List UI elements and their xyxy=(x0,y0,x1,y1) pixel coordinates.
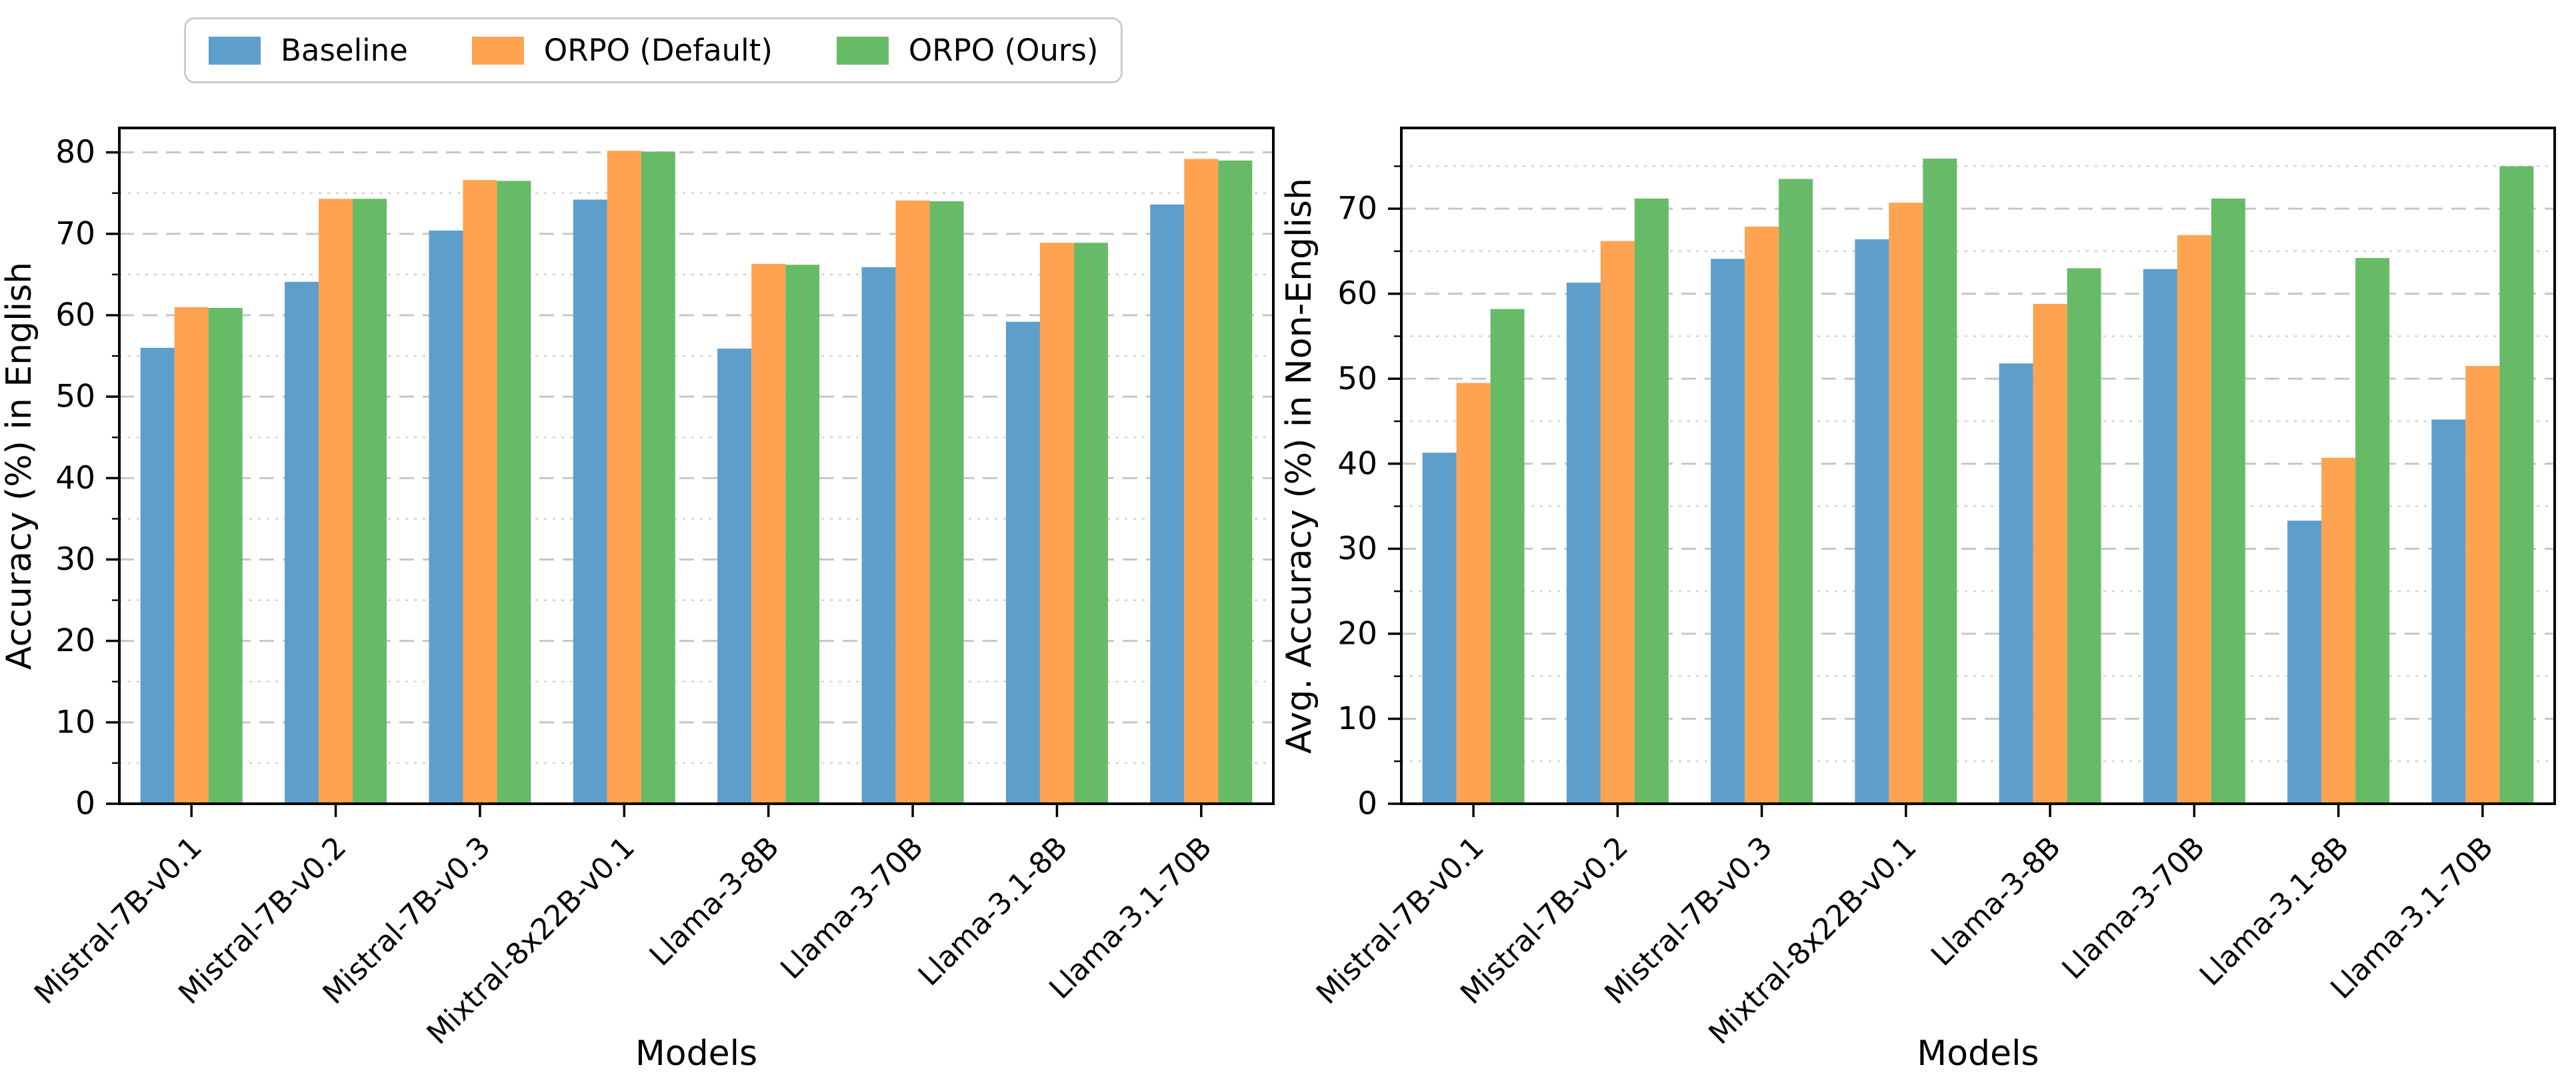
bar-orpo-ours xyxy=(2355,258,2390,804)
bar-baseline xyxy=(861,267,896,804)
y-tick-label: 30 xyxy=(1337,531,1377,567)
bar-orpo-ours xyxy=(1490,309,1525,804)
bar-baseline xyxy=(1422,453,1457,804)
bar-orpo-ours xyxy=(2211,198,2245,804)
legend-item-orpo-ours: ORPO (Ours) xyxy=(836,33,1099,68)
y-tick-label: 60 xyxy=(55,297,95,333)
bar-orpo-default xyxy=(1456,383,1491,804)
bar-baseline xyxy=(140,347,175,804)
bar-orpo-default xyxy=(2321,457,2356,804)
bar-orpo-default xyxy=(2177,235,2211,804)
legend: Baseline ORPO (Default) ORPO (Ours) xyxy=(184,17,1123,83)
y-tick-label: 50 xyxy=(1337,361,1377,397)
bar-orpo-default xyxy=(1889,203,1923,804)
bar-orpo-ours xyxy=(1073,243,1108,804)
legend-label-orpo-ours: ORPO (Ours) xyxy=(908,33,1099,68)
legend-item-baseline: Baseline xyxy=(209,33,408,68)
bar-baseline xyxy=(1999,363,2033,804)
bar-baseline xyxy=(1711,259,1745,804)
x-tick-label: Llama-3-8B xyxy=(643,830,786,973)
legend-swatch-baseline xyxy=(209,36,261,65)
y-tick-label: 40 xyxy=(1337,445,1377,482)
legend-swatch-orpo-default xyxy=(471,36,524,65)
y-tick-label: 70 xyxy=(55,215,95,252)
y-tick-label: 30 xyxy=(55,541,95,578)
bar-orpo-default xyxy=(1184,159,1219,804)
y-tick-label: 0 xyxy=(75,786,95,822)
chart-english: 01020304050607080Mistral-7B-v0.1Mistral-… xyxy=(0,127,1275,1074)
y-tick-label: 40 xyxy=(55,460,95,497)
bar-baseline xyxy=(717,349,752,804)
bar-orpo-ours xyxy=(208,307,243,804)
bar-baseline xyxy=(1005,321,1040,804)
x-tick-label: Llama-3-70B xyxy=(774,830,930,986)
bar-orpo-ours xyxy=(641,151,675,804)
legend-label-baseline: Baseline xyxy=(281,33,408,68)
bar-orpo-ours xyxy=(785,265,820,804)
bar-orpo-default xyxy=(1745,226,1779,804)
legend-swatch-orpo-ours xyxy=(836,36,889,65)
chart-non-english: 010203040506070Mistral-7B-v0.1Mistral-7B… xyxy=(1279,127,2556,1074)
x-tick-label: Llama-3.1-8B xyxy=(912,830,1075,993)
bar-orpo-ours xyxy=(1218,160,1253,804)
bar-orpo-ours xyxy=(353,199,387,804)
bar-orpo-ours xyxy=(2499,166,2534,804)
plot-border xyxy=(118,127,1275,805)
bar-baseline xyxy=(2431,419,2466,804)
bar-orpo-ours xyxy=(497,181,531,804)
x-tick-label: Llama-3.1-8B xyxy=(2193,830,2356,993)
bar-orpo-default xyxy=(174,307,209,804)
bar-baseline xyxy=(2143,269,2177,804)
y-axis-label-non-english: Avg. Accuracy (%) in Non-English xyxy=(1279,178,1319,754)
bar-baseline xyxy=(573,199,607,804)
x-axis-label-non-english: Models xyxy=(1917,1034,2039,1074)
y-tick-label: 80 xyxy=(55,134,95,171)
bar-baseline xyxy=(1855,239,1889,804)
bar-orpo-default xyxy=(319,199,353,804)
plot-border xyxy=(1400,127,2556,805)
bar-baseline xyxy=(1566,283,1601,804)
y-tick-label: 0 xyxy=(1357,786,1377,822)
bar-orpo-ours xyxy=(1923,158,1957,804)
bar-baseline xyxy=(285,281,319,804)
y-tick-label: 10 xyxy=(1337,700,1377,737)
x-axis-label-english: Models xyxy=(635,1034,757,1074)
bar-orpo-default xyxy=(895,200,930,804)
x-tick-label: Llama-3-70B xyxy=(2055,830,2211,986)
bar-baseline xyxy=(1150,204,1185,804)
y-tick-label: 20 xyxy=(1337,615,1377,652)
bar-orpo-default xyxy=(751,264,786,804)
bar-orpo-default xyxy=(463,180,497,804)
bar-baseline xyxy=(429,230,463,804)
bar-orpo-default xyxy=(1600,241,1635,804)
bar-baseline xyxy=(2287,521,2322,804)
y-tick-label: 10 xyxy=(55,704,95,740)
bar-orpo-default xyxy=(2465,366,2500,804)
bar-orpo-ours xyxy=(1634,198,1669,804)
y-tick-label: 70 xyxy=(1337,191,1377,227)
bar-orpo-ours xyxy=(1779,179,1813,804)
x-tick-label: Llama-3-8B xyxy=(1925,830,2067,973)
y-tick-label: 60 xyxy=(1337,275,1377,312)
bar-orpo-default xyxy=(607,151,641,804)
bar-orpo-ours xyxy=(929,201,964,804)
legend-label-orpo-default: ORPO (Default) xyxy=(543,33,773,68)
bar-orpo-default xyxy=(1039,243,1074,804)
bar-orpo-default xyxy=(2033,304,2067,804)
y-axis-label-english: Accuracy (%) in English xyxy=(0,262,39,670)
legend-item-orpo-default: ORPO (Default) xyxy=(471,33,773,68)
y-tick-label: 20 xyxy=(55,622,95,659)
y-tick-label: 50 xyxy=(55,379,95,415)
bar-orpo-ours xyxy=(2067,268,2101,804)
